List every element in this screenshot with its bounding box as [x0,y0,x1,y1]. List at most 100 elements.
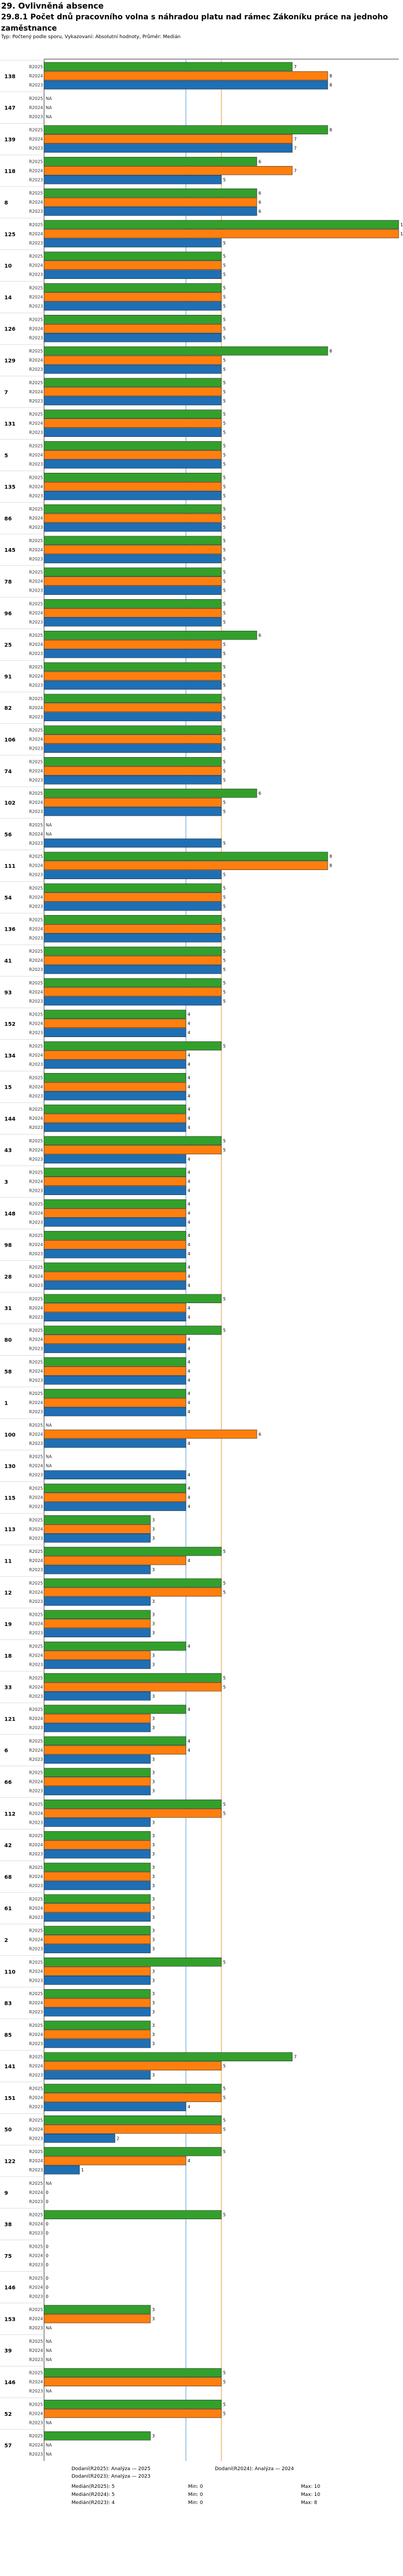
bar-r2025 [44,2052,293,2062]
na-label: NA [46,2326,52,2330]
bar-r2025 [44,1041,222,1050]
data-label: 4 [188,1093,190,1098]
data-label: 5 [223,254,226,259]
category-label: 57 [4,2443,12,2449]
category-label: 122 [4,2159,16,2165]
category-label: 7 [4,390,8,395]
bar-r2024 [44,324,222,333]
series-label: R2023 [29,1631,43,1636]
na-label: NA [46,2357,52,2362]
na-label: NA [46,1464,52,1469]
data-label: 4 [188,1125,190,1130]
series-label: R2024 [29,1906,43,1911]
series-label: R2025 [29,1359,43,1364]
category-label: 135 [4,485,16,491]
bar-r2025 [44,788,257,798]
data-label: 4 [188,1391,190,1396]
category-label: 112 [4,1811,16,1817]
series-label: R2024 [29,1432,43,1437]
series-label: R2024 [29,390,43,394]
series-label: R2025 [29,159,43,164]
bar-r2024 [44,2377,222,2386]
category-label: 98 [4,1243,12,1249]
series-label: R2025 [29,380,43,385]
data-label: 8 [329,854,332,859]
data-label: 5 [223,2371,226,2376]
na-label: NA [46,1423,52,1428]
data-label: 5 [223,272,226,277]
category-label: 136 [4,927,16,933]
data-label: 4 [188,1274,190,1279]
data-label: 5 [223,2118,226,2122]
bar-r2024 [44,2156,186,2165]
series-label: R2023 [29,146,43,151]
data-label: 2 [117,2136,119,2141]
data-label: 5 [223,516,226,521]
data-label: 5 [223,904,226,909]
bar-r2025 [44,662,222,672]
series-label: R2025 [29,1802,43,1807]
data-label: 3 [152,1622,155,1627]
series-label: R2024 [29,990,43,995]
series-label: R2023 [29,936,43,940]
bar-r2025 [44,1484,186,1493]
series-label: R2023 [29,304,43,309]
data-label: 0 [46,2231,48,2236]
bar-r2023 [44,270,222,279]
data-label: 5 [223,2127,226,2132]
series-label: R2023 [29,1283,43,1288]
data-label: 5 [223,1044,226,1048]
data-label: 3 [152,1536,155,1541]
bar-r2024 [44,261,222,270]
series-label: R2024 [29,1780,43,1785]
bar-r2024 [44,671,222,681]
category-label: 86 [4,516,12,522]
bar-r2023 [44,1976,151,1985]
bar-r2025 [44,883,222,893]
series-label: R2023 [29,209,43,214]
data-label: 5 [223,949,226,954]
category-label: 96 [4,611,12,617]
data-label: 5 [223,2380,226,2385]
bar-r2023 [44,1154,186,1164]
data-label: 3 [152,1874,155,1879]
data-label: 5 [223,674,226,679]
data-label: 3 [152,1852,155,1857]
data-label: 4 [188,1505,190,1509]
series-label: R2024 [29,706,43,710]
series-label: R2025 [29,1486,43,1491]
series-label: R2025 [29,1675,43,1680]
data-label: 4 [188,1201,190,1206]
series-label: R2023 [29,430,43,435]
bar-r2025 [44,2020,151,2030]
series-label: R2024 [29,1527,43,1531]
data-label: 5 [223,452,226,457]
series-label: R2024 [29,579,43,584]
series-label: R2025 [29,1391,43,1396]
category-label: 68 [4,1874,12,1880]
bar-r2023 [44,870,222,880]
data-label: 4 [188,1306,190,1311]
data-label: 3 [152,1716,155,1721]
bar-r2024 [44,292,222,301]
data-label: 4 [188,1486,190,1491]
series-label: R2025 [29,254,43,259]
series-label: R2023 [29,967,43,972]
data-label: 3 [152,1757,155,1762]
bar-r2023 [44,1122,186,1132]
series-label: R2024 [29,105,43,110]
series-label: R2025 [29,570,43,575]
series-label: R2024 [29,2032,43,2037]
data-label: 4 [188,1473,190,1478]
series-label: R2023 [29,1883,43,1888]
bar-r2023 [44,1944,151,1953]
series-label: R2025 [29,2055,43,2060]
category-label: 102 [4,801,16,807]
data-label: 0 [46,2253,48,2258]
series-label: R2024 [29,137,43,142]
series-label: R2025 [29,791,43,796]
bar-r2024 [44,1809,222,1818]
series-label: R2025 [29,1929,43,1933]
bar-r2024 [44,1493,186,1502]
legend-stat-2-min: Min: 0 [188,2492,203,2498]
